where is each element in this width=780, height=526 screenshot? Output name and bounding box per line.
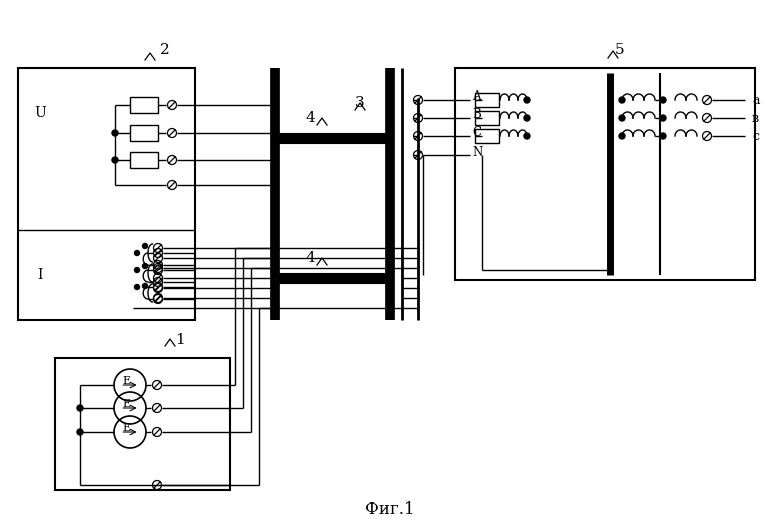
Circle shape: [524, 97, 530, 103]
Circle shape: [134, 285, 140, 289]
Text: 1: 1: [176, 333, 185, 347]
Circle shape: [619, 115, 625, 121]
Text: E: E: [122, 399, 130, 409]
Bar: [475, 93, 499, 107]
Circle shape: [143, 244, 147, 248]
Text: c: c: [752, 129, 759, 143]
Text: B: B: [472, 108, 480, 122]
Bar: [130, 97, 158, 113]
Text: 5: 5: [615, 43, 625, 57]
Bar: [55, 358, 230, 490]
Bar: [18, 68, 195, 320]
Text: в: в: [752, 112, 759, 125]
Text: 4: 4: [305, 251, 315, 265]
Bar: [475, 129, 499, 143]
Text: 2: 2: [160, 43, 170, 57]
Bar: [475, 111, 499, 125]
Bar: [130, 152, 158, 168]
Text: N: N: [472, 146, 482, 158]
Text: A: A: [472, 90, 480, 104]
Text: a: a: [752, 94, 760, 106]
Text: E: E: [122, 423, 130, 433]
Circle shape: [660, 115, 666, 121]
Circle shape: [77, 429, 83, 435]
Bar: [130, 125, 158, 141]
Circle shape: [619, 97, 625, 103]
Circle shape: [77, 405, 83, 411]
Text: I: I: [37, 268, 43, 282]
Circle shape: [134, 268, 140, 272]
Text: 3: 3: [355, 96, 365, 110]
Circle shape: [143, 284, 147, 288]
Circle shape: [524, 133, 530, 139]
Circle shape: [112, 130, 118, 136]
Circle shape: [660, 133, 666, 139]
Circle shape: [619, 133, 625, 139]
Text: E: E: [122, 376, 130, 386]
Circle shape: [134, 250, 140, 256]
Circle shape: [660, 97, 666, 103]
Circle shape: [112, 157, 118, 163]
Circle shape: [524, 115, 530, 121]
Bar: [455, 68, 755, 280]
Text: Фиг.1: Фиг.1: [365, 501, 415, 519]
Text: U: U: [34, 106, 46, 120]
Circle shape: [143, 264, 147, 268]
Text: C: C: [472, 126, 481, 139]
Text: 4: 4: [305, 111, 315, 125]
